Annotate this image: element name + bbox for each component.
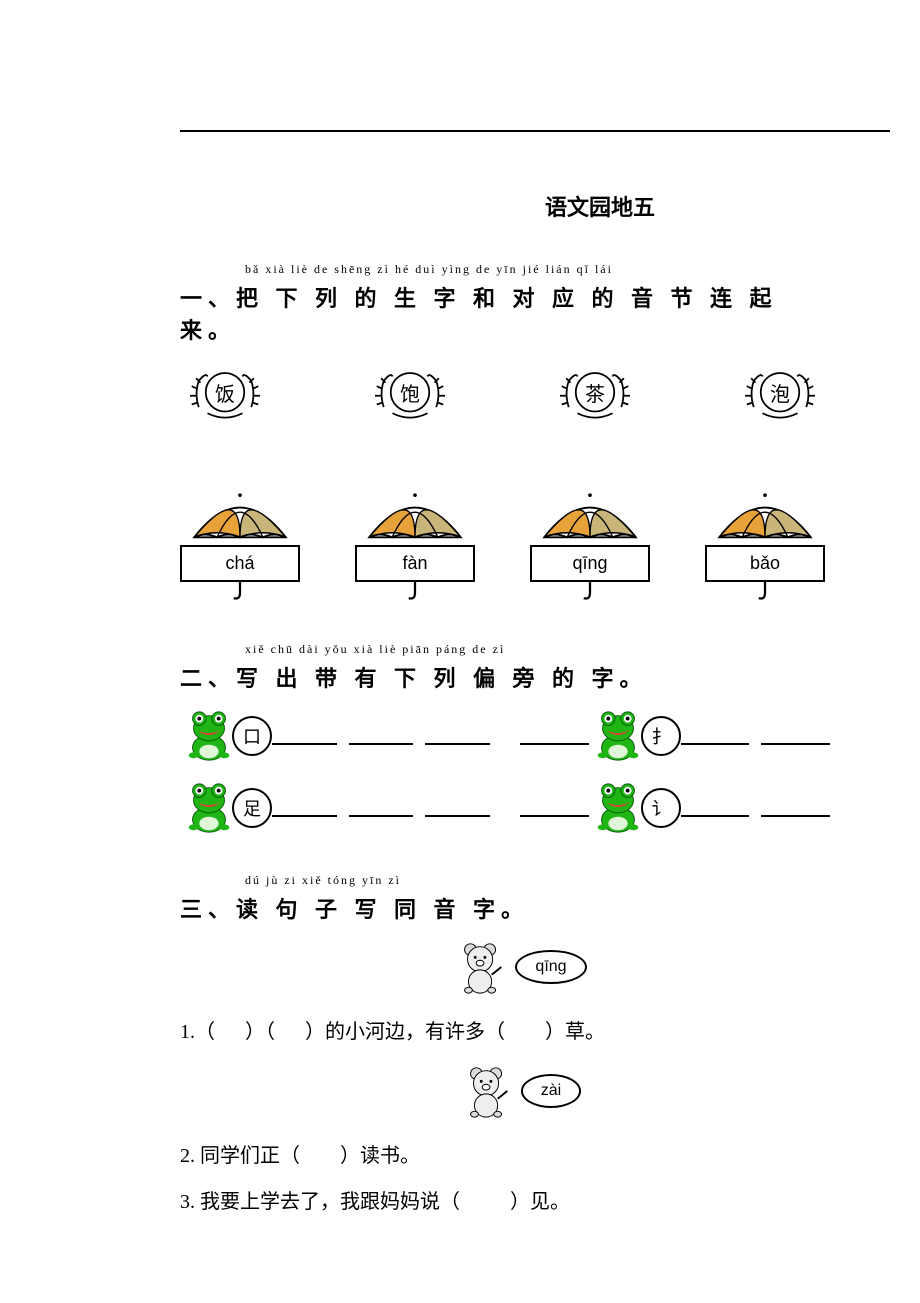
frog-icon [180, 779, 238, 837]
radical-item: 足 [180, 779, 490, 837]
pinyin-bubble: zài [521, 1074, 581, 1108]
umbrella-handle-icon [756, 580, 774, 602]
umbrella-item: fàn [355, 489, 475, 602]
section3-pinyin: dú jù zi xiě tóng yīn zì [245, 873, 830, 888]
wreath-row: 饭 饱 茶 [180, 359, 830, 429]
radical-item: 扌 [520, 707, 830, 765]
section3-title: 三、读 句 子 写 同 音 字。 [180, 892, 830, 924]
blank-line [681, 727, 750, 745]
radical-item: 口 [180, 707, 490, 765]
radical-grid: 口 扌 [180, 707, 830, 837]
radical-circle: 口 [232, 716, 272, 756]
wreath-char: 饱 [400, 378, 420, 407]
blank-line [349, 799, 414, 817]
umbrella-item: qīng [530, 489, 650, 602]
blank-line [761, 799, 830, 817]
umbrella-handle-icon [581, 580, 599, 602]
pinyin-box: qīng [530, 545, 650, 582]
bear-icon [459, 1062, 517, 1120]
section1-pinyin: bǎ xià liè de shēng zì hé duì yìng de yī… [245, 262, 830, 277]
bear-icon [453, 938, 511, 996]
radical-item: 讠 [520, 779, 830, 837]
frog-icon [589, 707, 647, 765]
pinyin-box: chá [180, 545, 300, 582]
blank-line [272, 799, 337, 817]
page-title: 语文园地五 [370, 190, 830, 222]
blank-line [520, 799, 589, 817]
blank-line [349, 727, 414, 745]
umbrella-item: bǎo [705, 489, 825, 602]
blank-line [425, 799, 490, 817]
wreath-item: 茶 [550, 359, 640, 429]
wreath-item: 饭 [180, 359, 270, 429]
sentence-1: 1.（ ）（ ）的小河边，有许多（ ）草。 [180, 1016, 830, 1048]
sentence-text: ）见。 [510, 1191, 570, 1213]
pinyin-bubble: qīng [515, 950, 586, 984]
sentence-3: 3. 我要上学去了，我跟妈妈说（ ）见。 [180, 1186, 830, 1218]
pinyin-box: bǎo [705, 545, 825, 582]
sentence-2: 2. 同学们正（ ）读书。 [180, 1140, 830, 1172]
wreath-char: 饭 [215, 378, 235, 407]
bear-bubble-row: zài [210, 1062, 830, 1120]
header-rule [180, 130, 890, 132]
umbrella-icon [360, 489, 470, 549]
umbrella-icon [185, 489, 295, 549]
radical-circle: 讠 [641, 788, 681, 828]
wreath-item: 饱 [365, 359, 455, 429]
umbrella-row: chá fàn [180, 489, 830, 602]
bear-bubble-row: qīng [210, 938, 830, 996]
sentence-text: ）草。 [545, 1021, 605, 1043]
wreath-char: 茶 [585, 378, 605, 407]
section1-title: 一、把 下 列 的 生 字 和 对 应 的 音 节 连 起 来。 [180, 281, 830, 345]
umbrella-handle-icon [406, 580, 424, 602]
section2-title: 二、写 出 带 有 下 列 偏 旁 的 字。 [180, 661, 830, 693]
sentence-text: 3. 我要上学去了，我跟妈妈说（ [180, 1191, 460, 1213]
sentence-text: ）读书。 [340, 1145, 420, 1167]
sentence-text: 1.（ [180, 1021, 215, 1043]
wreath-item: 泡 [735, 359, 825, 429]
blank-line [761, 727, 830, 745]
umbrella-handle-icon [231, 580, 249, 602]
radical-circle: 足 [232, 788, 272, 828]
umbrella-icon [535, 489, 645, 549]
blank-line [425, 727, 490, 745]
section2-pinyin: xiě chū dài yǒu xià liè piān páng de zì [245, 642, 830, 657]
radical-circle: 扌 [641, 716, 681, 756]
blank-line [681, 799, 750, 817]
sentence-text: ）（ [245, 1021, 275, 1043]
wreath-char: 泡 [770, 378, 790, 407]
umbrella-icon [710, 489, 820, 549]
sentence-text: ）的小河边，有许多（ [305, 1021, 505, 1043]
umbrella-item: chá [180, 489, 300, 602]
frog-icon [589, 779, 647, 837]
sentence-text: 2. 同学们正（ [180, 1145, 300, 1167]
blank-line [272, 727, 337, 745]
pinyin-box: fàn [355, 545, 475, 582]
frog-icon [180, 707, 238, 765]
blank-line [520, 727, 589, 745]
